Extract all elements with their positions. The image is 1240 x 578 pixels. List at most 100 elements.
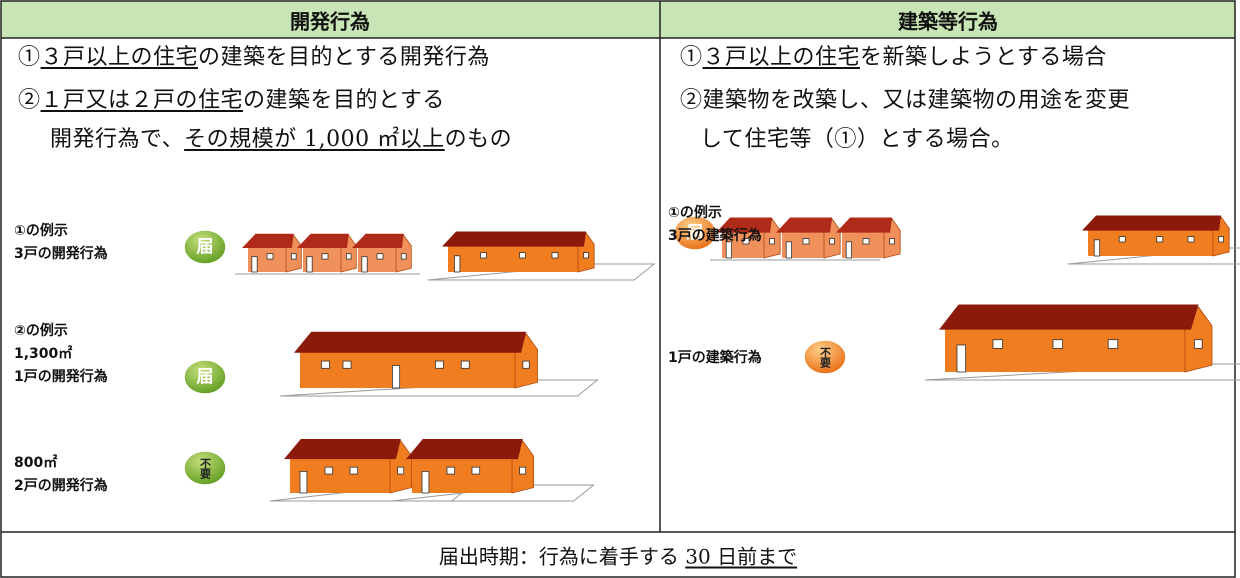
example-label: 3戸の開発行為 [14, 246, 108, 262]
house-roof [406, 438, 523, 460]
badge-text: 届 [197, 237, 214, 257]
text-segment: を新築しようとする場合 [860, 45, 1107, 70]
house-roof [352, 233, 404, 248]
house-window [1187, 236, 1195, 243]
badge [183, 359, 227, 395]
badge [803, 339, 847, 375]
description-line: して住宅等（①）とする場合。 [700, 121, 1014, 153]
house-door [785, 241, 793, 259]
house-window [321, 253, 329, 260]
house-window [446, 466, 456, 475]
house-roof [776, 217, 833, 233]
example-label: ①の例示 [14, 223, 68, 239]
house-door [361, 256, 368, 273]
text-segment: のもの [444, 127, 513, 152]
text-segment: ②建築物を改築し、又は建築物の用途を変更 [680, 88, 1131, 113]
house-side-window [519, 466, 527, 475]
house-window [742, 238, 750, 245]
description-line: ②１戸又は２戸の住宅の建築を目的とする [18, 82, 445, 114]
example-label: 3戸の建築行為 [668, 228, 762, 244]
badge-text: 不要 [819, 347, 832, 369]
house-side-window [829, 238, 835, 245]
badge [183, 229, 227, 265]
house-window [1052, 339, 1064, 349]
house-window [802, 238, 810, 245]
house-window [349, 466, 359, 475]
house-side-window [1218, 236, 1224, 243]
house-window [342, 360, 352, 369]
text-segment: ① [680, 45, 703, 70]
example-label: 1戸の建築行為 [668, 350, 762, 366]
house-window [480, 252, 487, 259]
house-door [845, 241, 853, 259]
house-side-window [583, 252, 589, 259]
text-segment: ① [18, 45, 41, 70]
house-roof [716, 217, 773, 233]
header-bg [1, 1, 1235, 38]
text-segment: 30 日前まで [685, 544, 798, 569]
badge [183, 450, 227, 486]
house-window [1107, 339, 1119, 349]
house-wall [300, 349, 515, 388]
house-roof [297, 233, 349, 248]
house-window [435, 360, 444, 369]
house-door [251, 256, 258, 273]
house-roof [1082, 215, 1222, 231]
house-window [1118, 236, 1126, 243]
text-segment: １戸又は２戸の住宅 [40, 88, 244, 113]
badge [673, 215, 717, 251]
house-side-window [1194, 339, 1203, 349]
house-window [1156, 236, 1164, 243]
example-label: 800㎡ [14, 455, 58, 471]
house-side-window [769, 238, 775, 245]
text-segment: ３戸以上の住宅 [702, 45, 861, 70]
text-segment: ② [18, 88, 41, 113]
description-line: ①３戸以上の住宅を新築しようとする場合 [680, 39, 1107, 71]
house-window [324, 466, 334, 475]
footer-note: 届出時期：行為に着手する 30 日前まで [439, 541, 797, 570]
house-door [421, 470, 430, 494]
house-window [992, 339, 1004, 349]
text-segment: ３戸以上の住宅 [40, 45, 199, 70]
house-wall [448, 244, 578, 272]
house-side-window [889, 238, 895, 245]
text-segment: 届出時期：行為に着手する [438, 544, 686, 569]
house-roof [242, 233, 294, 248]
house-side-window [400, 253, 407, 260]
house-side-window [345, 253, 352, 260]
house-window [551, 252, 559, 259]
badge-text: 届 [687, 223, 704, 243]
house-door [725, 241, 733, 259]
house-roof [939, 304, 1199, 330]
house-door [392, 365, 401, 389]
house-door [299, 470, 308, 494]
house-wall [945, 325, 1185, 372]
house-window [266, 253, 274, 260]
house-window [321, 360, 330, 369]
text-segment: の建築を目的とする開発行為 [198, 45, 490, 70]
example-label: ①の例示 [668, 205, 722, 221]
example-label: 1,300㎡ [14, 346, 73, 362]
house-side-window [397, 466, 405, 475]
house-roof [836, 217, 893, 233]
house-window [460, 360, 470, 369]
house-door [956, 344, 967, 373]
house-side-window [290, 253, 297, 260]
header-cell: 開発行為 [290, 9, 370, 34]
house-window [376, 253, 384, 260]
text-segment: その規模が 1,000 ㎡以上 [184, 127, 445, 152]
house-window [862, 238, 870, 245]
text-segment: の建築を目的とする [243, 88, 445, 113]
house-roof [442, 231, 587, 247]
example-label: ②の例示 [14, 323, 68, 339]
badge-text: 不要 [199, 458, 212, 480]
house-window [519, 252, 526, 259]
text-segment: して住宅等（①）とする場合。 [700, 127, 1014, 152]
house-door [306, 256, 313, 273]
text-segment: 開発行為で、 [50, 127, 185, 152]
house-window [471, 466, 481, 475]
house-door [454, 255, 461, 273]
